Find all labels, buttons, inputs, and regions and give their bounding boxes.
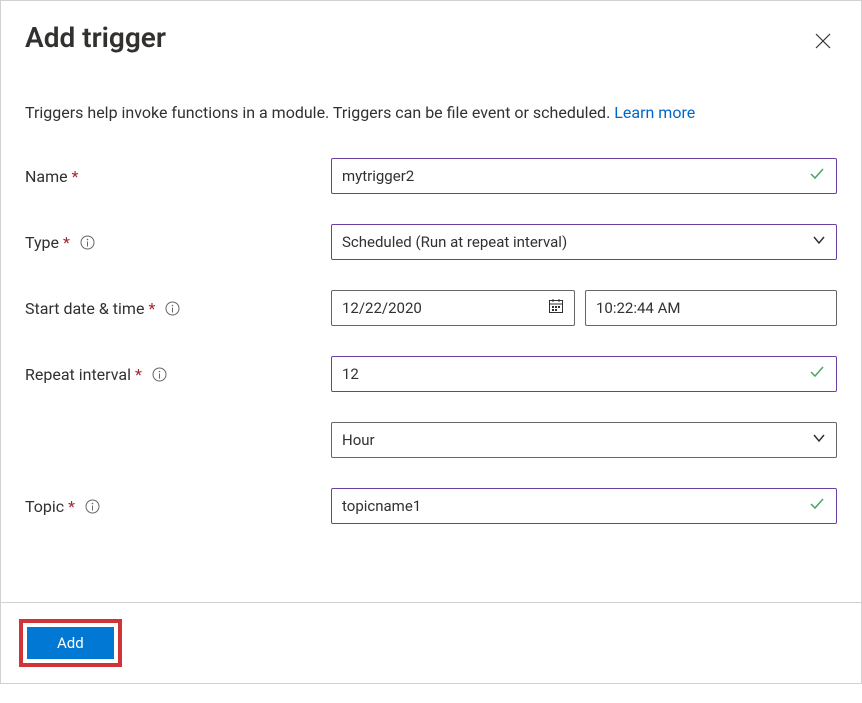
required-asterisk: *: [63, 233, 70, 252]
learn-more-link[interactable]: Learn more: [614, 103, 695, 122]
required-asterisk: *: [72, 167, 79, 186]
field-repeat: 12: [331, 356, 837, 392]
row-topic: Topic * topicname1: [25, 488, 837, 524]
row-type: Type * Scheduled (Run at repeat interval…: [25, 224, 837, 260]
check-icon: [808, 165, 826, 187]
label-type: Type *: [25, 233, 331, 252]
label-start: Start date & time *: [25, 299, 331, 318]
required-asterisk: *: [135, 365, 142, 384]
label-start-text: Start date & time: [25, 299, 144, 318]
panel-header: Add trigger: [25, 21, 837, 55]
label-topic: Topic *: [25, 497, 331, 516]
chevron-down-icon: [812, 431, 826, 449]
field-name: mytrigger2: [331, 158, 837, 194]
row-repeat: Repeat interval * 12: [25, 356, 837, 392]
row-repeat-unit: Hour: [25, 422, 837, 458]
label-repeat: Repeat interval *: [25, 365, 331, 384]
label-repeat-text: Repeat interval: [25, 365, 131, 384]
description-body: Triggers help invoke functions in a modu…: [25, 103, 614, 122]
info-icon[interactable]: [152, 367, 167, 382]
info-icon[interactable]: [85, 499, 100, 514]
add-button-highlight: Add: [19, 619, 122, 667]
page-title: Add trigger: [25, 21, 166, 54]
topic-input[interactable]: topicname1: [331, 488, 837, 524]
row-start: Start date & time * 12/22/2020 10:22:44 …: [25, 290, 837, 326]
close-icon: [815, 33, 831, 49]
field-topic: topicname1: [331, 488, 837, 524]
add-trigger-panel: Add trigger Triggers help invoke functio…: [0, 0, 862, 684]
required-asterisk: *: [148, 299, 155, 318]
field-start: 12/22/2020 10:22:44 AM: [331, 290, 837, 326]
check-icon: [808, 495, 826, 517]
start-date-input[interactable]: 12/22/2020: [331, 290, 575, 326]
repeat-unit-select[interactable]: Hour: [331, 422, 837, 458]
start-time-input[interactable]: 10:22:44 AM: [585, 290, 837, 326]
name-input[interactable]: mytrigger2: [331, 158, 837, 194]
calendar-icon: [548, 298, 564, 318]
description-text: Triggers help invoke functions in a modu…: [25, 103, 837, 122]
required-asterisk: *: [68, 497, 75, 516]
field-repeat-unit: Hour: [331, 422, 837, 458]
panel-content: Add trigger Triggers help invoke functio…: [1, 1, 861, 602]
add-button[interactable]: Add: [27, 627, 114, 659]
close-button[interactable]: [809, 27, 837, 55]
label-topic-text: Topic: [25, 497, 64, 516]
label-name: Name *: [25, 167, 331, 186]
info-icon[interactable]: [165, 301, 180, 316]
panel-footer: Add: [1, 602, 861, 683]
check-icon: [808, 363, 826, 385]
chevron-down-icon: [812, 233, 826, 251]
type-select-value: Scheduled (Run at repeat interval): [342, 233, 812, 251]
name-input-value: mytrigger2: [342, 167, 826, 185]
repeat-interval-value: 12: [342, 365, 826, 383]
type-select[interactable]: Scheduled (Run at repeat interval): [331, 224, 837, 260]
label-type-text: Type: [25, 233, 59, 252]
start-date-value: 12/22/2020: [342, 299, 548, 317]
repeat-interval-input[interactable]: 12: [331, 356, 837, 392]
topic-input-value: topicname1: [342, 497, 826, 515]
label-name-text: Name: [25, 167, 68, 186]
repeat-unit-value: Hour: [342, 431, 812, 449]
info-icon[interactable]: [80, 235, 95, 250]
field-type: Scheduled (Run at repeat interval): [331, 224, 837, 260]
start-time-value: 10:22:44 AM: [596, 299, 826, 317]
row-name: Name * mytrigger2: [25, 158, 837, 194]
